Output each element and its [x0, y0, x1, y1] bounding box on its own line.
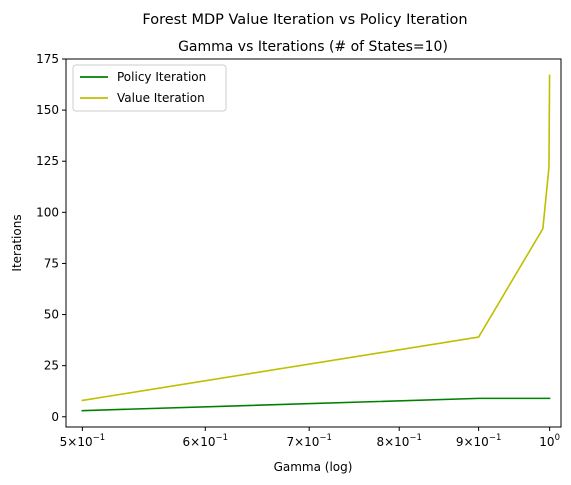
x-tick-label: 5×10−1 [60, 433, 106, 449]
y-tick-label: 150 [36, 103, 59, 117]
chart-title: Gamma vs Iterations (# of States=10) [178, 39, 448, 55]
x-tick-label: 9×10−1 [456, 433, 502, 449]
legend-label-value-iteration: Value Iteration [117, 91, 205, 105]
y-tick-label: 50 [44, 308, 59, 322]
y-axis-ticks: 0 25 50 75 100 125 150 175 [36, 52, 66, 424]
x-tick-label: 8×10−1 [376, 433, 422, 449]
y-tick-label: 25 [44, 359, 59, 373]
x-tick-label: 6×10−1 [183, 433, 229, 449]
y-tick-label: 75 [44, 256, 59, 270]
x-tick-label: 100 [539, 433, 560, 449]
legend-label-policy-iteration: Policy Iteration [117, 70, 206, 84]
legend-box [72, 64, 227, 112]
x-tick-label: 7×10−1 [286, 433, 332, 449]
y-tick-label: 100 [36, 205, 59, 219]
y-tick-label: 125 [36, 154, 59, 168]
plot-area: 5×10−1 6×10−1 7×10−1 8×10−1 9×10−1 100 0 25 50 7… [36, 52, 562, 449]
series-line-policy-iteration [81, 397, 551, 412]
series-layer [81, 74, 551, 412]
y-axis-label: Iterations [10, 214, 24, 271]
y-tick-label: 175 [36, 52, 59, 66]
x-axis-label: Gamma (log) [274, 460, 353, 474]
chart-legend: Policy Iteration Value Iteration [72, 64, 227, 112]
y-tick-label: 0 [51, 410, 59, 424]
x-axis-ticks: 5×10−1 6×10−1 7×10−1 8×10−1 9×10−1 100 [60, 427, 560, 449]
chart-suptitle: Forest MDP Value Iteration vs Policy Ite… [142, 12, 467, 28]
axes-frame [65, 58, 562, 428]
series-line-value-iteration [81, 74, 551, 402]
